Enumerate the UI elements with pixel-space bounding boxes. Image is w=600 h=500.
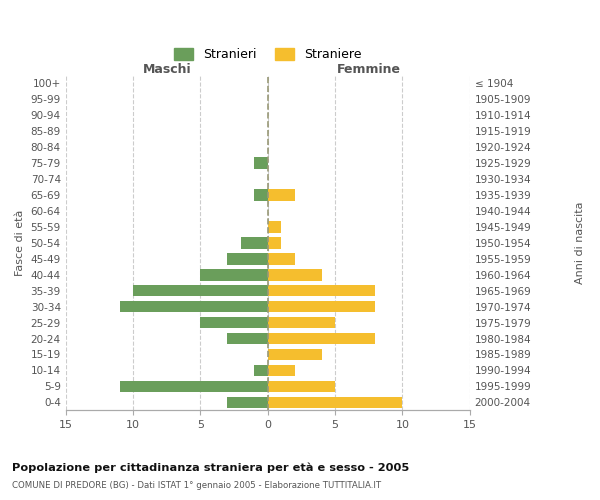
Text: COMUNE DI PREDORE (BG) - Dati ISTAT 1° gennaio 2005 - Elaborazione TUTTITALIA.IT: COMUNE DI PREDORE (BG) - Dati ISTAT 1° g…	[12, 481, 381, 490]
Text: Femmine: Femmine	[337, 62, 401, 76]
Bar	[241, 237, 268, 248]
Bar	[268, 396, 403, 408]
Bar	[254, 190, 268, 201]
Bar	[227, 396, 268, 408]
Bar	[268, 190, 295, 201]
Bar	[268, 317, 335, 328]
Bar	[119, 380, 268, 392]
Bar	[268, 301, 376, 312]
Bar	[254, 158, 268, 169]
Bar	[227, 333, 268, 344]
Y-axis label: Fasce di età: Fasce di età	[15, 210, 25, 276]
Bar	[227, 253, 268, 264]
Bar	[268, 348, 322, 360]
Bar	[268, 333, 376, 344]
Bar	[268, 237, 281, 248]
Bar	[119, 301, 268, 312]
Bar	[254, 364, 268, 376]
Bar	[268, 285, 376, 296]
Text: Popolazione per cittadinanza straniera per età e sesso - 2005: Popolazione per cittadinanza straniera p…	[12, 462, 409, 473]
Y-axis label: Anni di nascita: Anni di nascita	[575, 202, 585, 284]
Bar	[268, 221, 281, 232]
Text: Maschi: Maschi	[142, 62, 191, 76]
Bar	[133, 285, 268, 296]
Bar	[268, 364, 295, 376]
Bar	[268, 380, 335, 392]
Legend: Stranieri, Straniere: Stranieri, Straniere	[169, 44, 367, 66]
Bar	[268, 269, 322, 280]
Bar	[200, 269, 268, 280]
Bar	[268, 253, 295, 264]
Bar	[200, 317, 268, 328]
